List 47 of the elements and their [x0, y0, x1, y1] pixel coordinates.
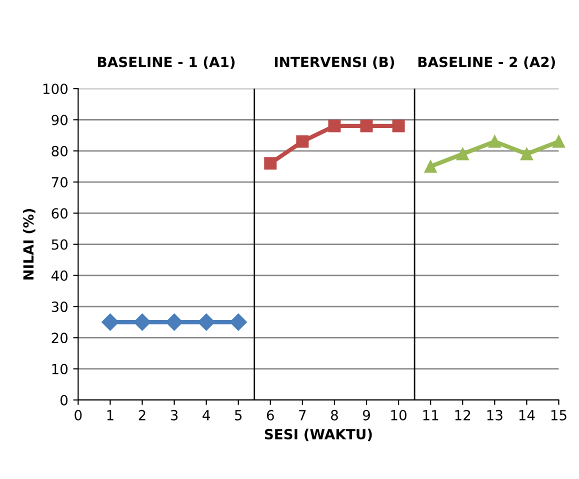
- y-tick-label: 0: [60, 394, 68, 406]
- point: [488, 135, 501, 148]
- text: BASELINE - 1 (A1): [98, 56, 235, 69]
- text: INTERVENSI (B): [274, 56, 394, 69]
- x-tick-label: 0: [74, 410, 82, 420]
- x-tick-label: 7: [299, 410, 306, 420]
- x-tick-label: 14: [519, 410, 535, 420]
- y-tick-label: 40: [51, 270, 68, 281]
- point: [328, 120, 341, 132]
- point: [424, 160, 437, 173]
- point: [392, 120, 405, 132]
- y-tick-label: 100: [43, 84, 68, 94]
- x-axis-title: SESI (WAKTU): [264, 428, 372, 442]
- point: [166, 314, 183, 331]
- y-tick-label: 90: [52, 114, 68, 126]
- y-tick-label: 70: [52, 176, 68, 188]
- point: [520, 148, 533, 160]
- point: [102, 314, 119, 331]
- x-tick-label: 4: [202, 410, 210, 420]
- x-tick-label: 6: [266, 410, 274, 420]
- point: [552, 135, 565, 148]
- point: [198, 314, 215, 331]
- x-tick-label: 13: [487, 410, 502, 420]
- point: [134, 314, 151, 331]
- y-axis-title: NILAI (%): [22, 208, 36, 280]
- x-tick-label: 5: [235, 410, 242, 420]
- x-tick-label: 15: [551, 410, 566, 420]
- y-tick-label: 80: [52, 146, 68, 156]
- y-tick-label: 20: [52, 332, 68, 344]
- x-tick-label: 3: [170, 410, 178, 420]
- y-tick-label: 30: [52, 302, 68, 312]
- x-tick-label: 8: [330, 410, 338, 420]
- x-tick-label: 9: [362, 410, 370, 420]
- y-tick-label: 10: [52, 364, 68, 374]
- x-tick-label: 10: [391, 410, 406, 420]
- y-tick-label: 60: [52, 208, 68, 219]
- x-tick-label: 12: [455, 410, 470, 420]
- point: [296, 135, 309, 148]
- point: [230, 314, 247, 331]
- y-tick-label: 50: [52, 239, 68, 250]
- point: [264, 157, 277, 170]
- point: [360, 120, 373, 132]
- x-tick-label: 1: [107, 410, 114, 420]
- point: [456, 148, 469, 160]
- text: BASELINE - 2 (A2): [418, 56, 555, 69]
- x-tick-label: 11: [423, 410, 438, 420]
- x-tick-label: 2: [138, 410, 146, 420]
